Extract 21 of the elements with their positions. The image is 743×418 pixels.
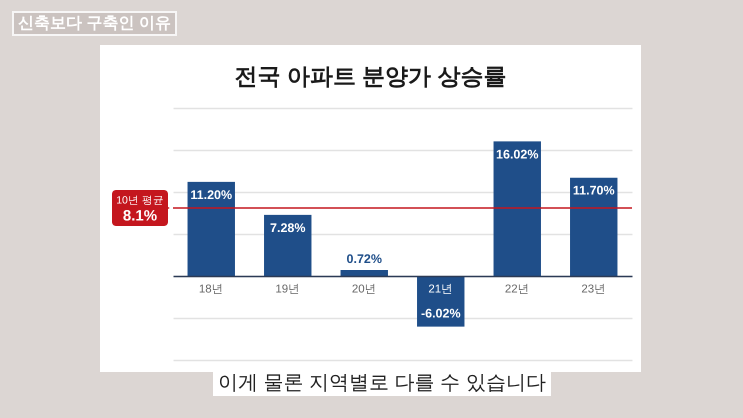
data-label: -6.02% [420, 306, 461, 321]
data-label: 7.28% [270, 220, 306, 235]
bar [188, 182, 235, 276]
data-label: 11.70% [572, 184, 615, 198]
bar [494, 141, 541, 276]
bar [264, 214, 312, 276]
chart-title: 전국 아파트 분양가 상승률 [233, 62, 508, 90]
data-label: 0.72% [346, 252, 382, 266]
data-label: 11.20% [190, 188, 232, 202]
text: 신축보다 구축인 이유 [12, 11, 177, 36]
x-tick-label: 19년 [275, 284, 300, 296]
x-tick-label: 20년 [352, 284, 377, 296]
ref-line-label: 10년 평균 8.1% [116, 194, 164, 224]
x-tick-label: 21년 [428, 284, 454, 296]
x-tick-label: 23년 [581, 284, 606, 296]
bar [570, 178, 618, 276]
bar [340, 270, 388, 276]
text: 이게 물론 지역별로 다를 수 있습니다 [213, 371, 551, 396]
x-tick-label: 18년 [198, 284, 224, 296]
data-label: 16.02% [496, 147, 538, 162]
x-tick-label: 22년 [504, 284, 530, 296]
